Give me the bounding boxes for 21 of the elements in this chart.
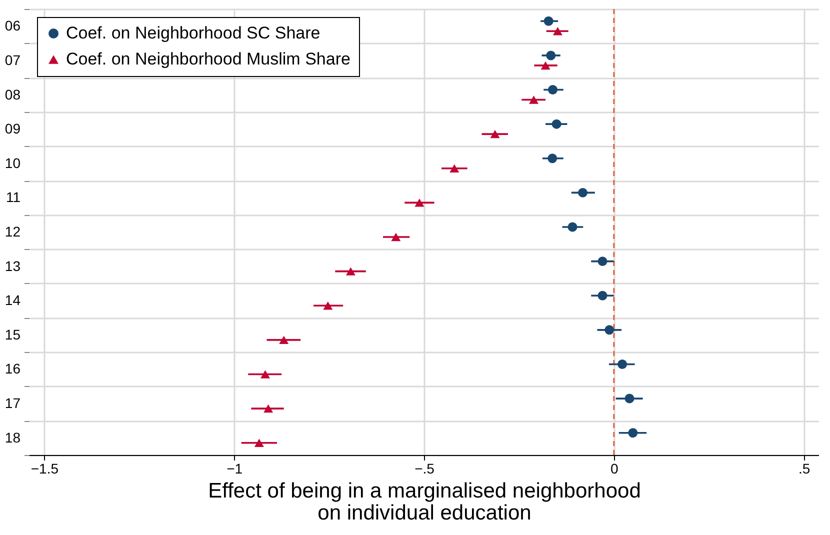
y-tick-label: 06 [4, 18, 21, 34]
y-tick-label: 14 [4, 292, 21, 308]
y-tick-label: 10 [4, 154, 21, 171]
x-tick-label: −1.5 [30, 460, 59, 476]
y-tick-label: 08 [4, 86, 21, 102]
x-tick-label: −.5 [414, 460, 435, 476]
x-axis-title: Effect of being in a marginalised neighborhood on individual education [208, 480, 641, 524]
x-tick-label: .5 [798, 460, 810, 476]
y-tick-label: 09 [4, 120, 21, 137]
y-tick-label: 11 [6, 189, 21, 206]
y-tick-label: 18 [4, 429, 21, 446]
x-tick-label: −1 [226, 460, 243, 476]
y-tick-label: 12 [4, 224, 21, 240]
y-tick-label: 16 [4, 360, 21, 377]
legend-label: Coef. on Neighborhood Muslim Share [66, 50, 350, 68]
x-tick-label: 0 [610, 460, 619, 476]
y-tick-label: 13 [4, 258, 21, 274]
legend-label: Coef. on Neighborhood SC Share [66, 24, 320, 42]
y-tick-label: 15 [4, 326, 21, 342]
y-tick-label: 17 [4, 395, 21, 412]
y-tick-label: 07 [4, 52, 21, 68]
